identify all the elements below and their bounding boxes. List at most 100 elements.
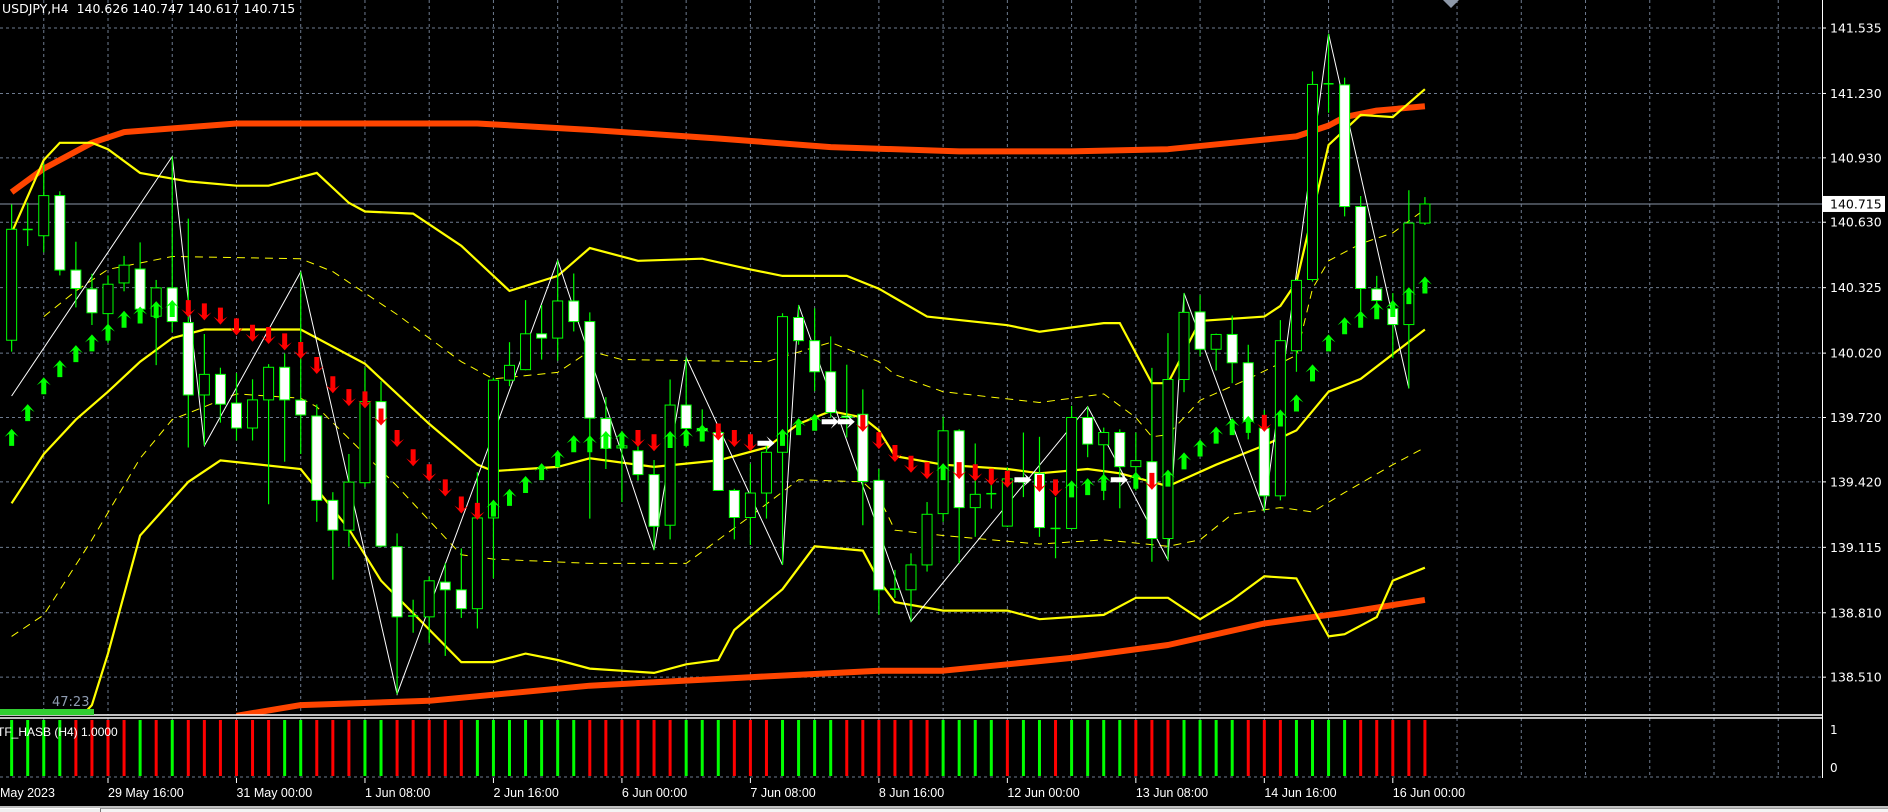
tf-hasb-bar <box>427 720 431 776</box>
candle-body-bull <box>263 366 275 401</box>
price-tick-label: 141.230 <box>1830 86 1882 101</box>
current-price-box <box>1823 195 1885 212</box>
current-price-label: 140.715 <box>1830 196 1882 211</box>
candle-body-bear <box>86 288 98 314</box>
arrow-down-icon <box>470 502 485 520</box>
arrow-down-icon <box>1048 479 1063 497</box>
price-tick-label: 138.810 <box>1830 605 1882 620</box>
candle-body-bull <box>38 195 50 237</box>
candle <box>760 445 772 519</box>
candle <box>391 533 403 695</box>
time-tick-label: 13 Jun 08:00 <box>1136 786 1208 800</box>
arrow-up-icon <box>534 463 549 481</box>
candle-body-bear <box>54 195 66 271</box>
arrow-down-icon <box>374 408 389 426</box>
tf-hasb-bar <box>700 720 704 776</box>
arrow-up-icon <box>165 300 180 318</box>
arrow-up-icon <box>614 430 629 448</box>
arrow-up-icon <box>598 430 613 448</box>
time-tick-label: 29 May 16:00 <box>108 786 184 800</box>
arrow-down-icon <box>743 434 758 452</box>
arrow-down-icon <box>406 449 421 467</box>
tf-hasb-bar <box>604 720 608 776</box>
arrow-up-icon <box>52 360 67 378</box>
candle-body-bull <box>520 333 532 371</box>
candle <box>6 204 18 352</box>
arrow-down-icon <box>630 429 645 447</box>
candle-body-bull <box>1098 432 1110 446</box>
time-tick-label: 12 Jun 00:00 <box>1007 786 1079 800</box>
candle-body-bull <box>471 517 483 610</box>
subwindow-min-label: 0 <box>1830 761 1838 775</box>
tf-hasb-bar <box>1150 720 1154 776</box>
candle <box>263 364 275 505</box>
arrow-down-icon <box>422 464 437 482</box>
arrow-up-icon <box>486 499 501 517</box>
tf-hasb-bar <box>363 720 367 776</box>
tf-hasb-bar <box>1246 720 1250 776</box>
arrow-down-icon <box>309 356 324 374</box>
candle <box>728 488 740 540</box>
tf-hasb-bar <box>1134 720 1138 776</box>
candle-body-bear <box>439 581 451 591</box>
candle-body-bull <box>1162 379 1174 540</box>
solid-yellow-line <box>10 88 1426 385</box>
candle <box>1050 497 1061 559</box>
arrow-up-icon <box>1064 480 1079 498</box>
tf-hasb-bar <box>781 720 785 776</box>
time-tick-label: 14 Jun 16:00 <box>1264 786 1336 800</box>
solid-yellow-line <box>81 459 1426 715</box>
candle-body-bull <box>102 283 114 315</box>
arrow-down-icon <box>293 341 308 359</box>
candle-body-bear <box>1371 288 1383 302</box>
tf-hasb-subwindow[interactable] <box>0 718 1822 778</box>
price-tick-label: 141.535 <box>1830 21 1882 36</box>
candle <box>487 377 499 579</box>
main-chart-area[interactable] <box>0 0 1822 722</box>
arrow-right-icon <box>821 414 839 429</box>
time-tick-label: 1 Jun 08:00 <box>365 786 430 800</box>
subwindow-max-label: 1 <box>1830 723 1838 737</box>
candle <box>54 191 66 276</box>
tf-hasb-bar <box>1375 720 1379 776</box>
candle <box>1226 315 1238 384</box>
arrow-down-icon <box>855 414 870 432</box>
tf-hasb-bar <box>122 720 126 776</box>
tf-hasb-bar <box>588 720 592 776</box>
candle-body-bear <box>1226 333 1238 364</box>
arrow-up-icon <box>1128 471 1143 489</box>
arrow-down-icon <box>920 462 935 480</box>
arrow-right-icon <box>837 414 855 429</box>
tf-hasb-bar <box>1118 720 1122 776</box>
candle-body-bear <box>1339 84 1351 208</box>
ohlc-values: 140.626 140.747 140.617 140.715 <box>76 1 296 16</box>
price-tick-label: 140.020 <box>1830 346 1882 361</box>
arrow-up-icon <box>807 413 822 431</box>
tf-hasb-bar <box>186 720 190 776</box>
arrow-up-icon <box>1401 287 1416 305</box>
candle <box>504 342 515 387</box>
histogram-bars <box>10 720 1427 776</box>
candle-body-bear <box>1146 461 1158 540</box>
candle <box>648 459 660 551</box>
arrow-up-icon <box>1417 276 1432 294</box>
candle <box>584 312 596 519</box>
arrow-up-icon <box>1305 364 1320 382</box>
price-tick-label: 140.930 <box>1830 150 1882 165</box>
tf-hasb-bar <box>411 720 415 776</box>
candle <box>921 502 933 572</box>
tf-hasb-bar <box>1230 720 1234 776</box>
arrow-down-icon <box>952 462 967 480</box>
arrow-right-icon <box>1110 472 1128 487</box>
chart-tab[interactable] <box>100 808 1888 812</box>
tf-hasb-bar <box>331 720 335 776</box>
tf-hasb-bar <box>861 720 865 776</box>
candle <box>118 255 130 292</box>
arrow-down-icon <box>245 324 260 342</box>
arrow-up-icon <box>84 334 99 352</box>
candle <box>1419 197 1431 226</box>
price-axis: 141.535 141.230 140.930 140.630 140.325 140.0… <box>1822 0 1885 778</box>
time-tick-label: 7 Jun 08:00 <box>750 786 815 800</box>
arrow-up-icon <box>695 424 710 442</box>
